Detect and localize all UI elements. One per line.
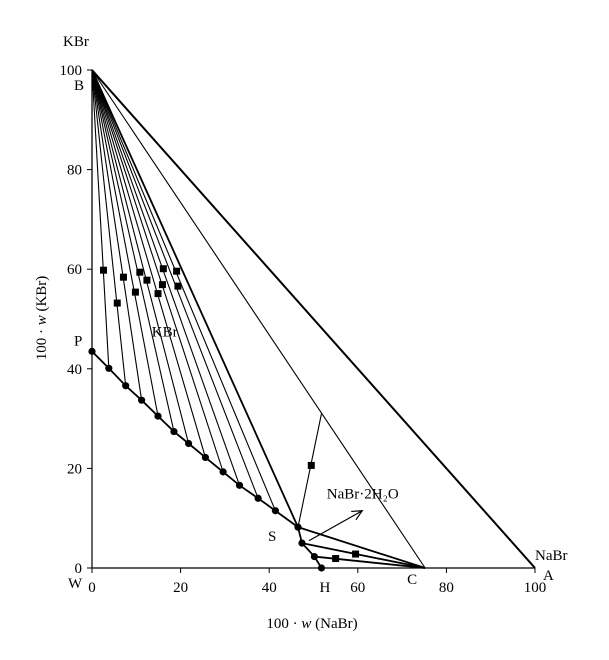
y-tick-label: 40 bbox=[67, 362, 82, 378]
solubility-curve-kbr bbox=[91, 350, 299, 528]
kbr-tie-line bbox=[91, 69, 159, 417]
kbr-tie-line bbox=[91, 69, 224, 473]
x-tick-label: 20 bbox=[173, 580, 188, 596]
y-tick-label: 20 bbox=[67, 461, 82, 477]
solid-point bbox=[352, 550, 360, 558]
y-axis-title-var: w bbox=[34, 315, 50, 325]
x-tick-label: 100 bbox=[524, 580, 547, 596]
solid-point bbox=[173, 267, 181, 275]
point-label-a: A bbox=[543, 568, 554, 584]
region-label: KBr bbox=[152, 324, 178, 340]
axes: 0 20 40 60 80 100 0 20 40 60 80 100 bbox=[60, 63, 547, 596]
liquid-point bbox=[201, 453, 210, 462]
liquid-point bbox=[88, 347, 96, 355]
liquid-point bbox=[298, 539, 306, 547]
y-corner-label: KBr bbox=[63, 34, 89, 50]
point-label-b: B bbox=[74, 78, 84, 94]
liquid-point bbox=[271, 507, 280, 515]
solubility-curve-nabr bbox=[297, 526, 323, 569]
boundary-line bbox=[91, 69, 299, 528]
x-axis-title-var: w bbox=[301, 616, 311, 632]
x-axis-title-prefix: 100 · bbox=[266, 616, 301, 632]
liquid-point bbox=[294, 523, 302, 531]
y-axis-title: 100 · w (KBr) bbox=[34, 276, 50, 361]
solid-point bbox=[136, 268, 144, 276]
y-tick-label: 60 bbox=[67, 262, 82, 278]
kbr-tie-line bbox=[91, 69, 127, 386]
point-label-p: P bbox=[74, 333, 82, 349]
x-tick-label: 0 bbox=[88, 580, 96, 596]
kbr-tie-line bbox=[91, 69, 175, 432]
arrow-shaft bbox=[308, 510, 363, 542]
hypotenuse-line bbox=[91, 69, 536, 569]
point-label-s: S bbox=[268, 529, 276, 545]
solid-point bbox=[307, 461, 315, 469]
liquid-point bbox=[254, 494, 262, 502]
x-tick-label: 80 bbox=[439, 580, 454, 596]
y-tick-label: 0 bbox=[75, 561, 83, 577]
point-label-h: H bbox=[319, 580, 330, 596]
x-corner-label: NaBr bbox=[535, 548, 568, 564]
x-axis-title: 100 · w (NaBr) bbox=[266, 616, 357, 632]
liquid-point bbox=[219, 468, 227, 476]
labels: W B P S H C A KBr NaBr·2H₂O bbox=[68, 78, 554, 596]
point-label-c: C bbox=[407, 572, 417, 588]
liquid-point bbox=[138, 396, 146, 404]
kbr-tie-line bbox=[91, 69, 110, 369]
kbr-tie-line bbox=[91, 69, 206, 458]
y-axis-title-suffix: (KBr) bbox=[34, 276, 50, 316]
arrow-head bbox=[351, 510, 364, 521]
solid-point bbox=[159, 265, 167, 273]
kbr-tie-line bbox=[91, 69, 190, 444]
point-label-w: W bbox=[68, 576, 83, 592]
solid-point bbox=[119, 273, 127, 281]
thin-tie-line bbox=[91, 69, 426, 569]
tie-lines bbox=[91, 69, 536, 569]
liquid-point bbox=[310, 552, 318, 561]
y-axis-title-prefix: 100 · bbox=[34, 325, 50, 360]
solid-point bbox=[113, 299, 121, 307]
markers bbox=[88, 265, 360, 572]
liquid-point bbox=[235, 481, 244, 489]
thin-tie-line bbox=[297, 413, 323, 528]
liquid-point bbox=[105, 364, 113, 372]
liquid-point bbox=[122, 382, 130, 390]
boundary-line bbox=[301, 542, 426, 569]
liquid-point bbox=[317, 564, 326, 572]
liquid-point bbox=[184, 439, 193, 448]
kbr-tie-line bbox=[91, 69, 241, 486]
y-tick-label: 80 bbox=[67, 163, 82, 179]
solid-point bbox=[158, 281, 166, 289]
solid-point bbox=[332, 555, 340, 563]
region-label: NaBr·2H₂O bbox=[327, 486, 399, 502]
solid-point bbox=[100, 266, 108, 274]
y-tick-label: 100 bbox=[60, 63, 83, 79]
boundary-line bbox=[297, 526, 426, 569]
solid-point bbox=[174, 282, 182, 290]
liquid-point bbox=[170, 427, 178, 436]
kbr-tie-line bbox=[91, 69, 276, 511]
x-tick-label: 40 bbox=[262, 580, 277, 596]
solid-point bbox=[154, 290, 162, 298]
x-axis-title-suffix: (NaBr) bbox=[311, 616, 357, 632]
solid-point bbox=[131, 288, 139, 296]
x-tick-label: 60 bbox=[350, 580, 365, 596]
liquid-point bbox=[154, 412, 162, 420]
kbr-tie-line bbox=[91, 69, 143, 401]
solid-point bbox=[143, 276, 151, 284]
